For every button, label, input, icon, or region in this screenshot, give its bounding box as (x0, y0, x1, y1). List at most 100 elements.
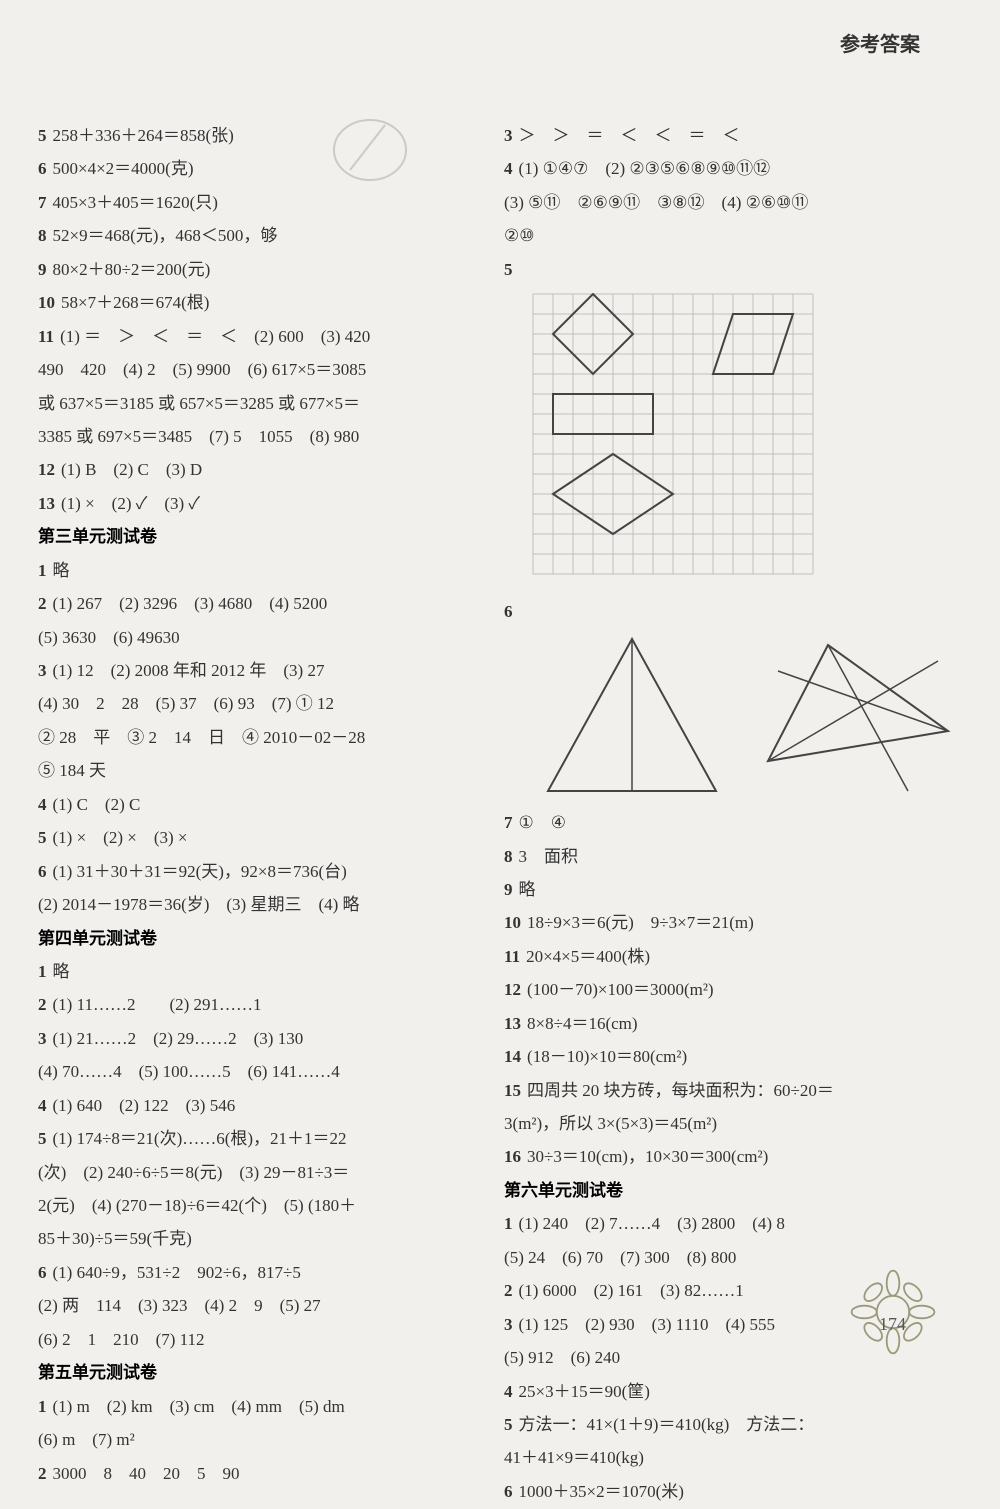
text: 20×4×5＝400(株) (526, 947, 650, 966)
text: (4) 30 2 28 (5) 37 (6) 93 (7) ① 12 (38, 694, 334, 713)
page-number: 174 (879, 1314, 906, 1335)
text: (1) 21……2 (2) 29……2 (3) 130 (53, 1029, 304, 1048)
answer-line: 15四周共 20 块方砖，每块面积为：60÷20＝ (504, 1075, 970, 1106)
answer-line: ② 28 平 ③ 2 14 日 ④ 2010－02－28 (38, 722, 476, 753)
answer-line: (6) 2 1 210 (7) 112 (38, 1324, 476, 1355)
answer-line: 5258＋336＋264＝858(张) (38, 120, 476, 151)
section-heading: 第五单元测试卷 (38, 1357, 476, 1388)
text: (1) 6000 (2) 161 (3) 82……1 (519, 1281, 744, 1300)
text: 2(元) (4) (270－18)÷6＝42(个) (5) (180＋ (38, 1196, 356, 1215)
text: (1) 125 (2) 930 (3) 1110 (4) 555 (519, 1315, 776, 1334)
content-columns: 5258＋336＋264＝858(张) 6500×4×2＝4000(克) 740… (38, 120, 970, 1509)
answer-line: 6(1) 640÷9，531÷2 902÷6，817÷5 (38, 1257, 476, 1288)
text: (1) × (2) ✓ (3) ✓ (61, 494, 200, 513)
text: 8×8÷4＝16(cm) (527, 1014, 638, 1033)
answer-line: 852×9＝468(元)，468＜500，够 (38, 220, 476, 251)
answer-line: 4(1) ①④⑦ (2) ②③⑤⑥⑧⑨⑩⑪⑫ (504, 153, 970, 184)
text: (6) m (7) m² (38, 1430, 135, 1449)
answer-line: 5(1) × (2) × (3) × (38, 822, 476, 853)
answer-figure: 6 (504, 596, 970, 627)
text: (5) 912 (6) 240 (504, 1348, 620, 1367)
answer-line: 3(m²)，所以 3×(5×3)＝45(m²) (504, 1108, 970, 1139)
text: ＞ ＞ ＝ ＜ ＜ ＝ ＜ (519, 126, 740, 145)
text: 41＋41×9＝410(kg) (504, 1448, 644, 1467)
fig-label: 6 (504, 602, 513, 621)
answer-line: 1略 (38, 956, 476, 987)
text: 四周共 20 块方砖，每块面积为：60÷20＝ (527, 1081, 834, 1100)
answer-line: 12(100－70)×100＝3000(m²) (504, 974, 970, 1005)
answer-line: 61000＋35×2＝1070(米) (504, 1476, 970, 1507)
text: (1) m (2) km (3) cm (4) mm (5) dm (53, 1397, 345, 1416)
answer-line: 4(1) C (2) C (38, 789, 476, 820)
text: (1) 174÷8＝21(次)……6(根)，21＋1＝22 (53, 1129, 347, 1148)
answer-line: 12(1) B (2) C (3) D (38, 454, 476, 485)
answer-line: 980×2＋80÷2＝200(元) (38, 254, 476, 285)
answer-line: 1(1) 240 (2) 7……4 (3) 2800 (4) 8 (504, 1208, 970, 1239)
text: 略 (519, 880, 536, 899)
text: ②⑩ (504, 226, 534, 245)
answer-line: 6500×4×2＝4000(克) (38, 153, 476, 184)
text: 3 面积 (519, 847, 579, 866)
answer-line: 425×3＋15＝90(筐) (504, 1376, 970, 1407)
grid-svg (532, 293, 814, 575)
answer-line: 2(1) 267 (2) 3296 (3) 4680 (4) 5200 (38, 588, 476, 619)
text: (2) 两 114 (3) 323 (4) 2 9 (5) 27 (38, 1296, 321, 1315)
text: 25×3＋15＝90(筐) (519, 1382, 650, 1401)
text: 80×2＋80÷2＝200(元) (53, 260, 211, 279)
text: 500×4×2＝4000(克) (53, 159, 194, 178)
text: (1) B (2) C (3) D (61, 460, 202, 479)
answer-line: 6(1) 31＋30＋31＝92(天)，92×8＝736(台) (38, 856, 476, 887)
answer-line: 1018÷9×3＝6(元) 9÷3×7＝21(m) (504, 907, 970, 938)
answer-line: 2(元) (4) (270－18)÷6＝42(个) (5) (180＋ (38, 1190, 476, 1221)
answer-line: 7① ④ (504, 807, 970, 838)
text: (1) × (2) × (3) × (53, 828, 188, 847)
answer-line: (次) (2) 240÷6÷5＝8(元) (3) 29－81÷3＝ (38, 1157, 476, 1188)
answer-line: 11(1) ＝ ＞ ＜ ＝ ＜ (2) 600 (3) 420 (38, 321, 476, 352)
sunflower-icon (848, 1267, 938, 1357)
answer-line: 9略 (504, 874, 970, 905)
left-column: 5258＋336＋264＝858(张) 6500×4×2＝4000(克) 740… (38, 120, 476, 1509)
text: 405×3＋405＝1620(只) (53, 193, 218, 212)
answer-line: 138×8÷4＝16(cm) (504, 1008, 970, 1039)
answer-line: 5(1) 174÷8＝21(次)……6(根)，21＋1＝22 (38, 1123, 476, 1154)
header-title: 参考答案 (840, 28, 920, 57)
answer-figure: 5 (504, 254, 970, 285)
text: 1000＋35×2＝1070(米) (519, 1482, 684, 1501)
text: (1) 240 (2) 7……4 (3) 2800 (4) 8 (519, 1214, 785, 1233)
answer-line: ⑤ 184 天 (38, 755, 476, 786)
section-heading: 第三单元测试卷 (38, 521, 476, 552)
answer-line: 14(18－10)×10＝80(cm²) (504, 1041, 970, 1072)
text: 略 (53, 962, 70, 981)
answer-line: (4) 30 2 28 (5) 37 (6) 93 (7) ① 12 (38, 688, 476, 719)
answer-line: (6) m (7) m² (38, 1424, 476, 1455)
triangle-figures (532, 631, 970, 801)
text: (5) 24 (6) 70 (7) 300 (8) 800 (504, 1248, 736, 1267)
answer-line: 5方法一：41×(1＋9)＝410(kg) 方法二： (504, 1409, 970, 1440)
text: 58×7＋268＝674(根) (61, 293, 209, 312)
answer-line: 83 面积 (504, 841, 970, 872)
text: (1) 640 (2) 122 (3) 546 (53, 1096, 236, 1115)
text: (1) 12 (2) 2008 年和 2012 年 (3) 27 (53, 661, 325, 680)
text: 略 (53, 561, 70, 580)
answer-line: 1630÷3＝10(cm)，10×30＝300(cm²) (504, 1141, 970, 1172)
text: 30÷3＝10(cm)，10×30＝300(cm²) (527, 1147, 768, 1166)
fig-label: 5 (504, 260, 513, 279)
text: 85＋30)÷5＝59(千克) (38, 1229, 192, 1248)
text: (1) 11……2 (2) 291……1 (53, 995, 262, 1014)
section-heading: 第六单元测试卷 (504, 1175, 970, 1206)
text: 3385 或 697×5＝3485 (7) 5 1055 (8) 980 (38, 427, 359, 446)
answer-line: 2(1) 11……2 (2) 291……1 (38, 989, 476, 1020)
text: (1) ①④⑦ (2) ②③⑤⑥⑧⑨⑩⑪⑫ (519, 159, 771, 178)
text: 3(m²)，所以 3×(5×3)＝45(m²) (504, 1114, 717, 1133)
text: (1) C (2) C (53, 795, 141, 814)
answer-line: 23000 8 40 20 5 90 (38, 1458, 476, 1489)
text: (5) 3630 (6) 49630 (38, 628, 180, 647)
text: 3000 8 40 20 5 90 (53, 1464, 240, 1483)
answer-line: 13(1) × (2) ✓ (3) ✓ (38, 488, 476, 519)
text: (1) ＝ ＞ ＜ ＝ ＜ (2) 600 (3) 420 (60, 327, 370, 346)
answer-line: (2) 2014－1978＝36(岁) (3) 星期三 (4) 略 (38, 889, 476, 920)
answer-line: 490 420 (4) 2 (5) 9900 (6) 617×5＝3085 (38, 354, 476, 385)
answer-line: (3) ⑤⑪ ②⑥⑨⑪ ③⑧⑫ (4) ②⑥⑩⑪ (504, 187, 970, 218)
answer-line: 1(1) m (2) km (3) cm (4) mm (5) dm (38, 1391, 476, 1422)
answer-line: (2) 两 114 (3) 323 (4) 2 9 (5) 27 (38, 1290, 476, 1321)
